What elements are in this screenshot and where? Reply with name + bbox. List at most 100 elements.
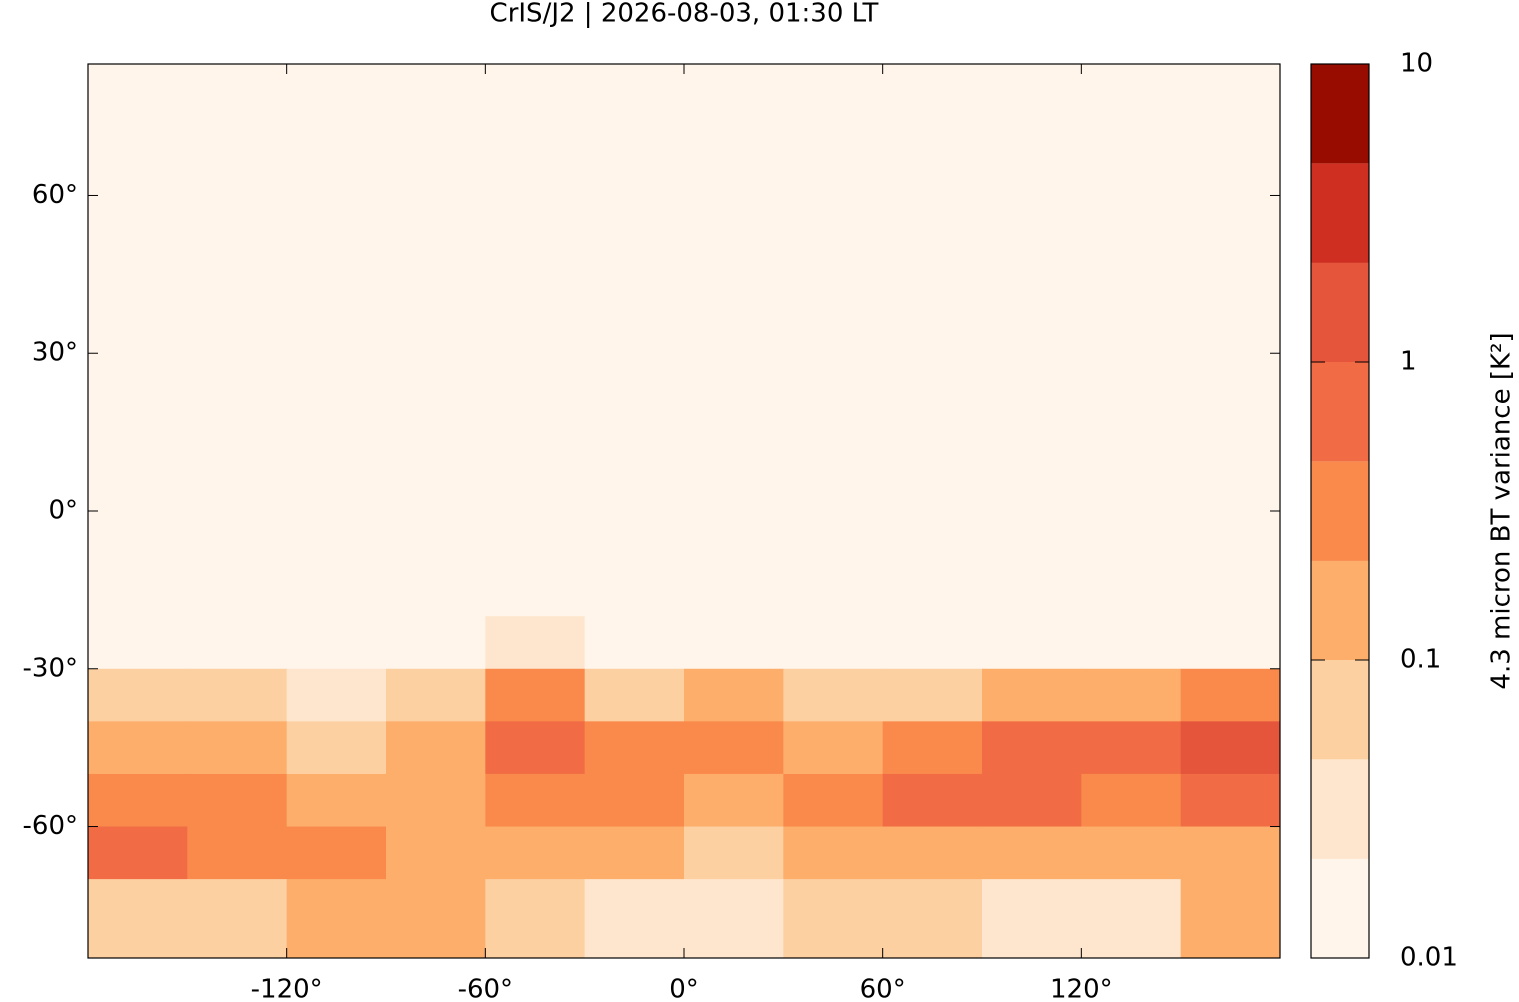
field-cell — [982, 668, 1082, 722]
field-cell — [386, 879, 486, 959]
colorbar-band — [1311, 560, 1369, 660]
colorbar-label: 4.3 micron BT variance [K²] — [1487, 332, 1517, 689]
field-cell — [386, 826, 486, 880]
field-cell — [386, 616, 486, 670]
field-cell — [88, 64, 188, 196]
field-cell — [584, 773, 685, 828]
colorbar-frame — [1310, 63, 1370, 959]
field-cell — [783, 511, 884, 617]
field-cell — [1180, 773, 1281, 828]
field-cell — [982, 353, 1082, 512]
x-tick-label: 0° — [669, 975, 699, 1002]
field-cell — [684, 773, 784, 828]
field-cell — [584, 353, 685, 512]
field-cell — [187, 773, 288, 828]
field-cell — [1081, 616, 1182, 670]
field-cell — [286, 826, 387, 880]
field-cell — [684, 195, 784, 354]
field-cell — [485, 353, 586, 512]
colorbar-band — [1311, 660, 1369, 760]
field-cell — [286, 353, 387, 512]
field-cell — [684, 826, 784, 880]
field-cell — [982, 64, 1082, 196]
colorbar-band — [1311, 858, 1369, 958]
colorbar-tick-label: 0.1 — [1400, 645, 1441, 675]
field-cell — [485, 668, 586, 722]
field-cell — [684, 64, 784, 196]
field-cell — [1180, 353, 1281, 512]
field-cell — [783, 721, 884, 775]
field-cell — [1081, 721, 1182, 775]
field-cell — [1081, 64, 1182, 196]
field-cell — [882, 773, 983, 828]
field-cell — [485, 64, 586, 196]
field-cell — [882, 826, 983, 880]
field-cell — [783, 353, 884, 512]
y-tick-label: -60° — [23, 811, 78, 841]
x-tick-label: -120° — [251, 975, 323, 1002]
field-cell — [584, 616, 685, 670]
y-tick-label: 30° — [32, 338, 78, 368]
field-cell — [386, 721, 486, 775]
field-cell — [187, 668, 288, 722]
field-cell — [88, 773, 188, 828]
field-cell — [1180, 879, 1281, 959]
field-cell — [982, 826, 1082, 880]
field-cell — [783, 773, 884, 828]
field-cell — [88, 511, 188, 617]
field-cell — [286, 195, 387, 354]
x-tick-label: 60° — [860, 975, 906, 1002]
field-cell — [684, 353, 784, 512]
field-cell — [783, 195, 884, 354]
y-tick-label: 60° — [32, 180, 78, 210]
field-cell — [485, 721, 586, 775]
field-cell — [187, 64, 288, 196]
field-cell — [684, 721, 784, 775]
field-cell — [684, 511, 784, 617]
field-cell — [783, 826, 884, 880]
field-cell — [882, 353, 983, 512]
field-cell — [187, 353, 288, 512]
field-cell — [783, 64, 884, 196]
colorbar-tick-label: 1 — [1400, 347, 1417, 377]
field-cell — [187, 511, 288, 617]
field-cell — [684, 668, 784, 722]
field-cell — [882, 721, 983, 775]
field-cell — [485, 826, 586, 880]
field-cell — [286, 64, 387, 196]
field-cell — [485, 773, 586, 828]
field-cell — [386, 195, 486, 354]
field-cell — [1180, 826, 1281, 880]
field-cell — [783, 668, 884, 722]
field-cell — [982, 879, 1082, 959]
colorbar-band — [1311, 461, 1369, 561]
field-cell — [88, 879, 188, 959]
field-cell — [485, 195, 586, 354]
field-cell — [1081, 668, 1182, 722]
field-cell — [1081, 879, 1182, 959]
field-cell — [88, 195, 188, 354]
field-cell — [584, 826, 685, 880]
field-cell — [286, 668, 387, 722]
field-cell — [1180, 721, 1281, 775]
field-cell — [584, 879, 685, 959]
field-cell — [1180, 668, 1281, 722]
field-cell — [286, 721, 387, 775]
field — [88, 64, 1281, 959]
colorbar-tick-label: 0.01 — [1400, 943, 1458, 973]
field-cell — [584, 721, 685, 775]
field-cell — [982, 721, 1082, 775]
field-cell — [1081, 353, 1182, 512]
field-cell — [882, 511, 983, 617]
field-cell — [485, 616, 586, 670]
field-cell — [88, 826, 188, 880]
y-tick-label: -30° — [23, 653, 78, 683]
field-cell — [187, 616, 288, 670]
field-cell — [1081, 826, 1182, 880]
field-cell — [1180, 64, 1281, 196]
field-cell — [485, 879, 586, 959]
field-cell — [783, 616, 884, 670]
x-tick-label: 120° — [1050, 975, 1113, 1002]
colorbar-band — [1311, 64, 1369, 164]
field-cell — [1180, 195, 1281, 354]
